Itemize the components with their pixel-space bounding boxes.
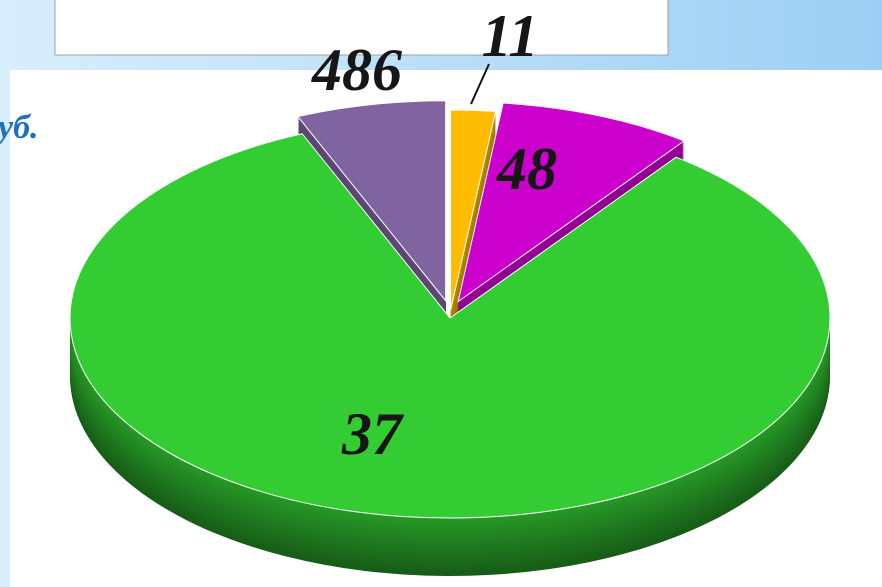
- slice: [69, 133, 831, 519]
- leader-line: [470, 63, 490, 105]
- pie: [69, 100, 831, 576]
- data-label: 486: [311, 37, 402, 103]
- data-label: 11: [482, 3, 539, 69]
- slice: [296, 100, 447, 303]
- annotation: уб.: [0, 109, 39, 146]
- slice: [450, 109, 497, 311]
- slice: [457, 102, 686, 303]
- title-box: [54, 0, 669, 56]
- data-label: 48: [496, 136, 557, 202]
- data-label: 37: [341, 401, 404, 467]
